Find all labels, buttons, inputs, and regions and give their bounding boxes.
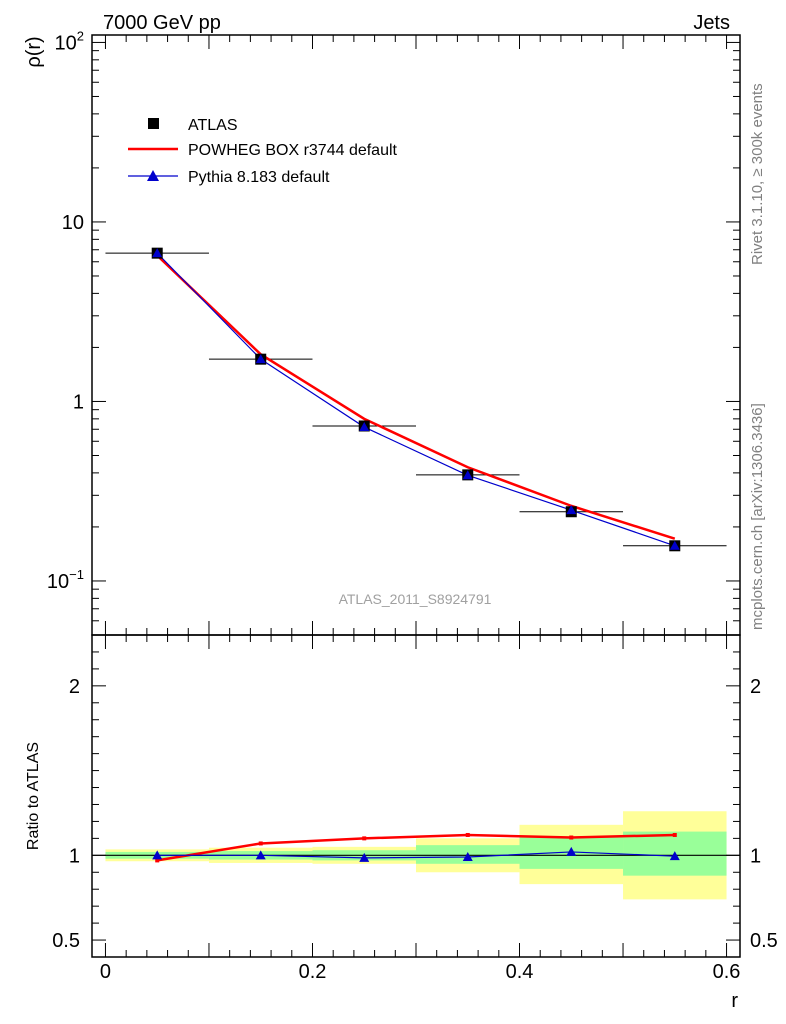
ratio-y-tick-label-right: 1 [750,845,761,867]
pythia-point [359,422,370,432]
pythia-point [152,248,163,258]
pythia-point [462,470,473,480]
x-tick-label: 0 [100,961,111,983]
ratio-y-tick-label-right: 2 [750,676,761,698]
ratio-series [152,832,680,863]
x-tick-label: 0.6 [713,961,741,983]
analysis-watermark: ATLAS_2011_S8924791 [339,591,492,607]
ratio-powheg-point [155,858,160,863]
main-y-axis-title: ρ(r) [23,36,45,67]
powheg-line [156,254,676,540]
ratio-pythia-line [157,851,675,859]
ratio-y-tick-label: 2 [69,676,80,698]
main-series [105,247,727,552]
ratio-y-axis-title: Ratio to ATLAS [25,742,42,850]
mcplots-label: mcplots.cern.ch [arXiv:1306.3436] [749,403,766,630]
rivet-label: Rivet 3.1.10, ≥ 300k events [749,83,766,265]
process-label: Jets [693,12,730,34]
legend-powheg-label: POWHEG BOX r3744 default [188,142,398,159]
legend-atlas-label: ATLAS [188,117,238,134]
ratio-pythia-point [359,852,370,862]
pythia-point [255,354,266,364]
legend-pythia-label: Pythia 8.183 default [188,169,330,186]
ratio-powheg-point [672,832,677,837]
ratio-y-tick-label: 0.5 [52,930,80,952]
ratio-powheg-point [465,832,470,837]
ratio-powheg-point [569,835,574,840]
energy-label: 7000 GeV pp [103,12,221,34]
legend-pythia-marker [147,170,159,181]
pythia-line [156,252,675,547]
ratio-y-tick-label-right: 0.5 [750,930,778,952]
y-tick-label: 10−1 [47,567,84,593]
ratio-pythia-point [669,851,680,861]
pythia-point [669,540,680,550]
ratio-pythia-point [152,850,163,860]
ratio-powheg-point [258,841,263,846]
x-axis-title: r [731,990,738,1012]
legend-atlas-marker [148,118,159,129]
x-tick-label: 0.4 [506,961,534,983]
ratio-pythia-point [255,850,266,860]
y-tick-label: 1 [73,391,84,413]
y-tick-label: 102 [55,28,84,54]
ratio-pythia-point [566,846,577,856]
ratio-powheg-point [362,836,367,841]
ratio-axis-ticks: 0.5 0.5 1 1 2 2 0 0.2 0.4 0.6 [52,634,778,983]
ratio-y-tick-label: 1 [69,845,80,867]
legend: ATLAS POWHEG BOX r3744 default Pythia 8.… [128,117,398,186]
x-tick-label: 0.2 [299,961,327,983]
ratio-pythia-point [462,852,473,862]
main-axis-ticks: 10−1 1 10 102 [47,28,740,636]
y-tick-label: 10 [62,212,84,234]
ratio-plot-frame [91,634,741,958]
ratio-powheg-line [157,833,675,862]
pythia-point [566,505,577,515]
